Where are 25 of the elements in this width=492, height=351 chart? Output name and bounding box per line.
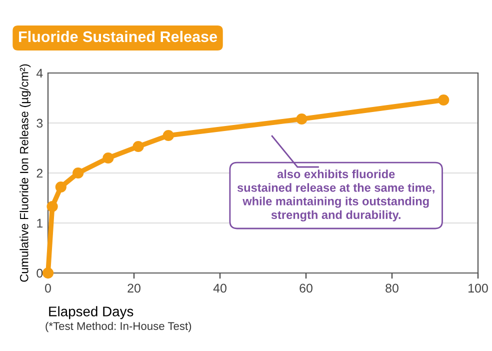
point [42, 267, 54, 279]
point [296, 113, 308, 125]
x-tick-label: 80 [386, 284, 398, 293]
x-axis-title: Elapsed Days [49, 306, 134, 320]
y-tick-label: 2 [36, 168, 43, 178]
y-tick-label: 4 [36, 68, 43, 78]
y-axis-title: Cumulative Fluoride Ion Release (µg/cm²) [20, 64, 31, 282]
point [132, 140, 144, 152]
point [438, 94, 450, 106]
y-tick-label: 1 [37, 218, 43, 228]
x-tick-label: 0 [45, 284, 51, 293]
x-tick-label: 60 [300, 284, 312, 293]
point [102, 152, 114, 164]
chart-title: Fluoride Sustained Release [19, 30, 217, 42]
y-tick-label: 0 [36, 268, 43, 278]
text: (*Test Method: In-House Test) [46, 322, 192, 332]
point [72, 167, 84, 179]
x-tick-label: 40 [213, 284, 226, 293]
point [46, 200, 58, 212]
annotation: also exhibits fluoride sustained release at the same time, while maintaining its outstanding strength and durability. [237, 170, 434, 222]
point [162, 130, 174, 142]
y-tick-label: 3 [36, 118, 43, 128]
x-tick-label: 20 [128, 284, 140, 293]
point [55, 181, 66, 193]
x-tick-label: 100 [468, 284, 488, 293]
